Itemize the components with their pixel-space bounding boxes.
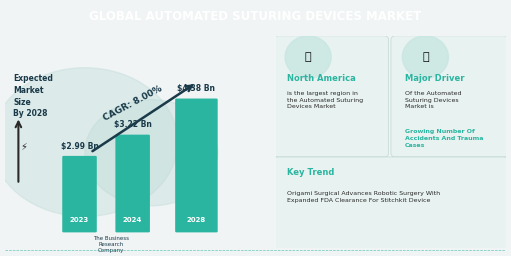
Text: The Business
Research
Company: The Business Research Company bbox=[94, 236, 129, 253]
Text: 2023: 2023 bbox=[70, 217, 89, 223]
Text: 2024: 2024 bbox=[123, 217, 143, 223]
Text: GLOBAL AUTOMATED SUTURING DEVICES MARKET: GLOBAL AUTOMATED SUTURING DEVICES MARKET bbox=[89, 10, 422, 23]
Circle shape bbox=[85, 100, 218, 206]
Text: Of the Automated
Suturing Devices
Market is: Of the Automated Suturing Devices Market… bbox=[405, 91, 461, 109]
FancyBboxPatch shape bbox=[391, 36, 508, 157]
Text: ⚡: ⚡ bbox=[20, 141, 27, 151]
Text: CAGR: 8.00%: CAGR: 8.00% bbox=[102, 84, 164, 123]
Text: Major Driver: Major Driver bbox=[405, 74, 464, 83]
Text: North America: North America bbox=[288, 74, 356, 83]
Text: 2028: 2028 bbox=[187, 217, 206, 223]
Text: Expected
Market
Size
By 2028: Expected Market Size By 2028 bbox=[13, 74, 53, 119]
FancyBboxPatch shape bbox=[274, 36, 389, 157]
Text: Growing Number Of
Accidents And Trauma
Cases: Growing Number Of Accidents And Trauma C… bbox=[405, 129, 483, 147]
FancyBboxPatch shape bbox=[62, 156, 97, 232]
FancyBboxPatch shape bbox=[115, 135, 150, 232]
Text: is the largest region in
the Automated Suturing
Devices Market: is the largest region in the Automated S… bbox=[288, 91, 363, 109]
Text: $2.99 Bn: $2.99 Bn bbox=[61, 142, 99, 151]
Circle shape bbox=[0, 68, 178, 217]
Text: Key Trend: Key Trend bbox=[288, 168, 335, 177]
Text: Origami Surgical Advances Robotic Surgery With
Expanded FDA Clearance For Stitch: Origami Surgical Advances Robotic Surger… bbox=[288, 191, 440, 203]
Circle shape bbox=[403, 36, 449, 78]
FancyBboxPatch shape bbox=[175, 99, 218, 232]
Text: 💰: 💰 bbox=[422, 52, 429, 62]
Text: 🌎: 🌎 bbox=[305, 52, 311, 62]
Text: $4.38 Bn: $4.38 Bn bbox=[177, 84, 216, 93]
Circle shape bbox=[285, 36, 331, 78]
Text: $3.22 Bn: $3.22 Bn bbox=[114, 120, 152, 129]
FancyBboxPatch shape bbox=[274, 157, 508, 250]
